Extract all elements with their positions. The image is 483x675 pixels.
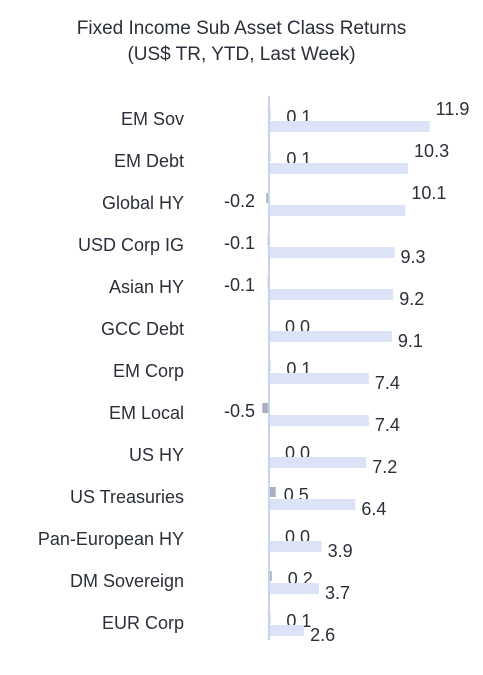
ytd-bar (269, 289, 394, 300)
ytd-bar (269, 457, 367, 468)
last-week-data-label: -0.1 (224, 233, 255, 253)
category-label: EM Local (109, 403, 184, 423)
last-week-bar (262, 403, 269, 413)
last-week-data-label: -0.2 (224, 191, 255, 211)
ytd-bar (269, 583, 319, 594)
category-label: DM Sovereign (70, 571, 184, 591)
ytd-data-label: 7.4 (375, 373, 400, 393)
category-label: EM Debt (114, 151, 184, 171)
ytd-data-label: 7.2 (372, 457, 397, 477)
ytd-bar (269, 247, 395, 258)
ytd-bar (269, 121, 430, 132)
category-label: USD Corp IG (78, 235, 184, 255)
ytd-data-label: 11.9 (436, 99, 470, 119)
category-label: EM Sov (121, 109, 184, 129)
ytd-data-label: 9.2 (399, 289, 424, 309)
ytd-bar (269, 163, 409, 174)
category-label: EUR Corp (102, 613, 184, 633)
category-label: Pan-European HY (38, 529, 184, 549)
ytd-bar (269, 625, 305, 636)
category-label: Asian HY (109, 277, 184, 297)
ytd-data-label: 7.4 (375, 415, 400, 435)
ytd-data-label: 3.7 (325, 583, 350, 603)
ytd-data-label: 9.1 (398, 331, 423, 351)
ytd-bar (269, 415, 369, 426)
category-label: GCC Debt (101, 319, 184, 339)
ytd-data-label: 2.6 (310, 625, 335, 645)
chart-title: Fixed Income Sub Asset Class Returns (US… (0, 16, 483, 68)
category-label: US Treasuries (70, 487, 184, 507)
ytd-data-label: 3.9 (328, 541, 353, 561)
ytd-data-label: 6.4 (361, 499, 386, 519)
ytd-bar (269, 331, 392, 342)
last-week-bar (269, 487, 276, 497)
ytd-bar (269, 541, 322, 552)
chart-title-line: Fixed Income Sub Asset Class Returns (76, 18, 407, 39)
ytd-data-label: 10.1 (411, 183, 446, 203)
category-label: Global HY (102, 193, 184, 213)
chart-subtitle-line: (US$ TR, YTD, Last Week) (127, 44, 356, 65)
ytd-data-label: 9.3 (401, 247, 426, 267)
last-week-bar (266, 193, 269, 203)
last-week-data-label: -0.5 (224, 401, 255, 421)
ytd-bar (269, 499, 356, 510)
category-label: EM Corp (113, 361, 184, 381)
last-week-data-label: -0.1 (224, 275, 255, 295)
last-week-bar (269, 571, 272, 581)
category-label: US HY (129, 445, 184, 465)
ytd-data-label: 10.3 (414, 141, 449, 161)
ytd-bar (269, 205, 406, 216)
ytd-bar (269, 373, 369, 384)
